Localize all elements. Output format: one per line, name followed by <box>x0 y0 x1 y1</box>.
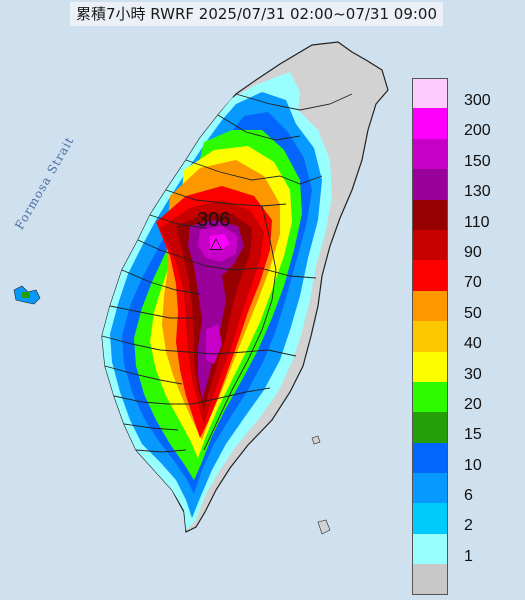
legend-label: 40 <box>464 335 482 353</box>
legend-row: 2 <box>412 503 502 535</box>
map-title: 累積7小時 RWRF 2025/07/31 02:00~07/31 09:00 <box>70 2 444 26</box>
legend-label: 6 <box>464 487 473 505</box>
legend-label: 30 <box>464 365 482 383</box>
green-island <box>311 435 321 445</box>
legend-swatch <box>412 199 448 230</box>
offshore-islands <box>13 285 331 535</box>
legend-row: 6 <box>412 473 502 505</box>
legend-swatch <box>412 412 448 443</box>
legend-row: 300 <box>412 78 502 109</box>
legend-swatch <box>412 78 448 109</box>
legend-label: 1 <box>464 547 473 565</box>
legend-label: 90 <box>464 243 482 261</box>
legend-swatch <box>412 169 448 200</box>
legend-swatch <box>412 290 448 322</box>
orchid-island <box>317 519 331 535</box>
legend-label: 20 <box>464 395 482 413</box>
legend-swatch <box>412 533 448 565</box>
rain-200mm <box>210 234 230 250</box>
legend-swatch <box>412 473 448 504</box>
legend-row: 30 <box>412 351 502 383</box>
legend-label: 15 <box>464 426 482 444</box>
legend-label: 150 <box>464 152 491 170</box>
max-marker-icon: △ <box>210 233 223 252</box>
legend-label: 10 <box>464 456 482 474</box>
legend-row: 150 <box>412 138 502 170</box>
legend-label: 300 <box>464 92 491 109</box>
legend-label: 2 <box>464 517 473 535</box>
legend-swatch <box>412 321 448 352</box>
legend-label: 70 <box>464 274 482 292</box>
legend-row: 1 <box>412 533 502 565</box>
legend-row: 70 <box>412 260 502 292</box>
penghu-rain-patch <box>22 292 30 298</box>
legend-row: 15 <box>412 412 502 444</box>
legend-row: 10 <box>412 442 502 474</box>
legend-swatch <box>412 108 448 139</box>
rainfall-legend: 300 200 150 130 110 90 70 50 40 30 20 15 10 6 2 1 <box>412 78 502 595</box>
legend-row: 110 <box>412 199 502 231</box>
legend-label: 200 <box>464 122 491 140</box>
legend-row <box>412 564 502 595</box>
legend-swatch <box>412 503 448 534</box>
legend-swatch <box>412 229 448 261</box>
legend-row: 200 <box>412 108 502 140</box>
legend-row: 50 <box>412 290 502 322</box>
legend-row: 90 <box>412 229 502 261</box>
legend-swatch <box>412 260 448 291</box>
legend-swatch <box>412 381 448 413</box>
legend-swatch <box>412 442 448 474</box>
legend-swatch <box>412 564 448 595</box>
legend-swatch <box>412 138 448 170</box>
legend-label: 110 <box>464 213 490 231</box>
legend-label: 130 <box>464 183 491 201</box>
legend-row: 20 <box>412 381 502 413</box>
legend-row: 130 <box>412 169 502 201</box>
legend-label: 50 <box>464 304 482 322</box>
legend-row: 40 <box>412 321 502 353</box>
county-boundaries <box>101 93 353 453</box>
max-rainfall-value: 306 <box>197 209 231 231</box>
legend-swatch <box>412 351 448 382</box>
rainfall-shading <box>102 72 332 530</box>
